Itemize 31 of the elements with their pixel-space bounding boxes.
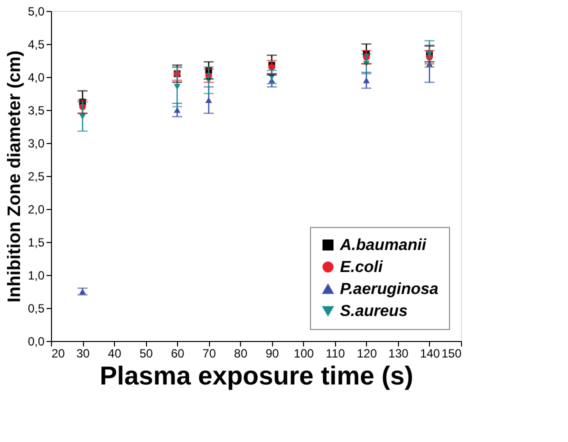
x-tick-label: 40	[108, 346, 122, 360]
x-axis-title: Plasma exposure time (s)	[100, 360, 414, 390]
y-tick-label: 2,5	[28, 170, 45, 184]
x-tick-label: 130	[388, 346, 409, 360]
x-tick-label: 80	[234, 346, 248, 360]
y-tick-label: 2,0	[28, 202, 45, 216]
x-tick-label: 140	[420, 346, 440, 360]
y-tick-label: 1,5	[28, 236, 45, 250]
legend-label: S.aureus	[340, 303, 408, 320]
x-tick-label: 120	[356, 346, 378, 360]
legend-label: E.coli	[340, 259, 384, 276]
x-tick-label: 150	[441, 346, 462, 360]
x-tick-label: 70	[202, 346, 216, 360]
y-tick-label: 0,5	[28, 302, 45, 316]
y-tick-label: 3,0	[28, 136, 45, 150]
legend-label: A.baumanii	[339, 237, 427, 254]
legend-label: P.aeruginosa	[340, 281, 439, 298]
x-tick-label: 90	[266, 346, 280, 360]
y-axis-title: Inhibition Zone diameter (cm)	[4, 50, 24, 303]
y-tick-label: 5,0	[28, 4, 45, 18]
x-tick-label: 20	[52, 346, 66, 360]
y-tick-label: 0,0	[28, 334, 45, 348]
x-tick-label: 50	[139, 346, 154, 360]
x-tick-label: 30	[76, 346, 90, 360]
y-tick-label: 3,5	[28, 104, 45, 118]
y-tick-label: 1,0	[28, 268, 45, 282]
x-tick-label: 100	[294, 346, 314, 360]
y-tick-label: 4,0	[28, 70, 45, 84]
x-tick-label: 110	[326, 346, 346, 360]
x-tick-label: 60	[170, 346, 185, 360]
y-tick-label: 4,5	[28, 38, 45, 52]
